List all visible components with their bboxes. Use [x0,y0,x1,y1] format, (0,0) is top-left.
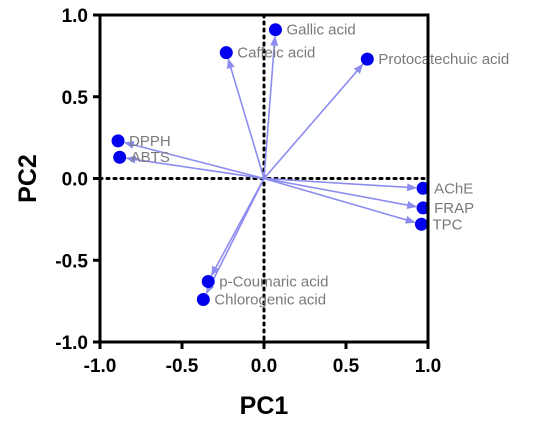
point-label: p-Coumaric acid [219,274,328,291]
data-point [416,201,430,215]
data-point [219,46,233,60]
loading-vectors [123,35,418,295]
y-axis-title: PC2 [14,154,42,203]
loading-vector [227,58,265,179]
x-tick-label: -0.5 [166,356,199,377]
y-tick-label: 1.0 [62,6,88,27]
data-points [111,23,430,306]
y-axis-ticks: 1.0 0.5 0.0 -0.5 -1.0 [55,6,100,354]
y-tick-label: -1.0 [55,333,88,354]
loading-vector [263,35,279,179]
point-label: Protocatechuic acid [378,51,509,68]
loading-vector [263,63,364,180]
data-point [414,217,428,231]
x-tick-label: 0.5 [333,356,360,377]
loading-vector [263,177,418,192]
x-axis-title: PC1 [240,392,289,420]
data-point [113,150,127,164]
x-axis-ticks: -1.0 -0.5 0.0 0.5 1.0 [84,342,441,377]
x-tick-label: 1.0 [415,356,441,377]
point-label: AChE [434,180,473,197]
y-tick-label: -0.5 [55,251,88,272]
y-tick-label: 0.5 [62,88,89,109]
point-labels: Gallic acid Caffeic acid Protocatechuic ac… [129,22,509,309]
loading-vector [263,177,416,224]
data-point [360,52,374,66]
data-point [111,134,125,148]
data-point [416,181,430,195]
point-label: ABTS [131,149,170,166]
y-tick-label: 0.0 [62,170,88,191]
point-label: Caffeic acid [237,45,315,62]
point-label: Chlorogenic acid [214,291,326,308]
loading-vector [263,177,418,209]
point-label: TPC [432,216,462,233]
loading-vector [205,178,265,295]
data-point [268,23,282,37]
point-label: FRAP [434,200,474,217]
x-tick-label: 0.0 [251,356,277,377]
x-tick-label: -1.0 [84,356,117,377]
loading-vector [125,155,265,180]
point-label: Gallic acid [286,22,355,39]
loading-vector [123,141,265,180]
data-point [201,275,215,289]
point-label: DPPH [129,133,171,150]
data-point [196,292,210,306]
